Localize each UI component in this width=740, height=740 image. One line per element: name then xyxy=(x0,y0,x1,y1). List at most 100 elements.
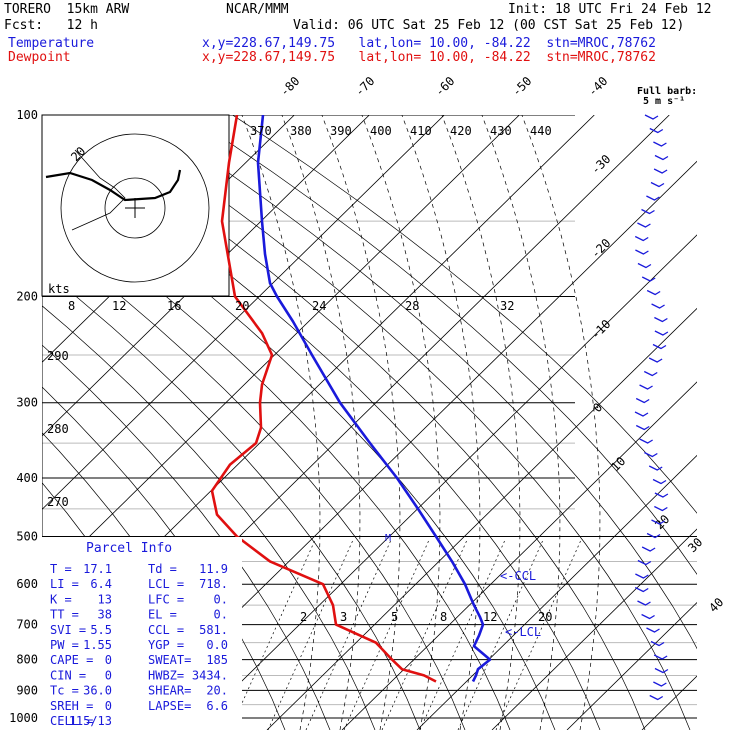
theta-label: 410 xyxy=(410,124,432,138)
parcel-cell: HWBZ= xyxy=(148,668,184,682)
wind-barb xyxy=(653,141,667,147)
moist-adiabat xyxy=(281,115,361,730)
parcel-cell: K = xyxy=(50,592,72,606)
parcel-cell: SWEAT= xyxy=(148,653,191,667)
parcel-cell: LAPSE= xyxy=(148,699,191,713)
wind-barb xyxy=(634,586,649,593)
parcel-cell: 13 xyxy=(98,592,112,606)
model-title: TORERO 15km ARW xyxy=(4,2,130,17)
wind-barb xyxy=(654,154,669,161)
isotherm-label: 40 xyxy=(706,595,726,615)
parcel-cell: 38 xyxy=(98,608,112,622)
parcel-cell: CAPE = xyxy=(50,653,93,667)
moist-adiabat xyxy=(481,115,561,730)
isotherm-line xyxy=(42,115,370,437)
mixing-ratio-label: 28 xyxy=(405,299,419,313)
wind-barb xyxy=(637,559,652,566)
wind-barb xyxy=(646,532,661,539)
isotherm-label: -60 xyxy=(432,74,457,99)
parcel-cell: 0 xyxy=(105,668,112,682)
wind-barb xyxy=(654,316,668,323)
parcel-cell: 3434. xyxy=(192,668,228,682)
wind-barb xyxy=(649,127,664,134)
wind-barb xyxy=(646,195,660,201)
wind-barb xyxy=(635,573,649,579)
parcel-cell: 6.4 xyxy=(90,577,112,591)
dewpoint-line xyxy=(210,115,437,683)
parcel-cell: SREH = xyxy=(50,699,93,713)
isotherm-label: -70 xyxy=(352,74,377,99)
wind-barb xyxy=(634,411,649,417)
mixing-ratio-label: 16 xyxy=(167,299,181,313)
wind-barb xyxy=(653,168,668,174)
parcel-cell: 0 xyxy=(105,699,112,713)
moist-adiabat xyxy=(521,115,601,730)
wind-barb xyxy=(654,667,669,674)
pressure-label: 300 xyxy=(16,396,38,410)
pressure-label: 900 xyxy=(16,683,38,697)
wind-barb xyxy=(639,438,653,444)
parcel-cell: 581. xyxy=(199,623,228,637)
isotherm-line xyxy=(191,234,697,730)
isotherm-label: -20 xyxy=(588,236,613,261)
wind-barb xyxy=(646,627,660,633)
location-dewpoint: x,y=228.67,149.75 lat,lon= 10.00, -84.22… xyxy=(202,50,656,65)
dry-adiabat xyxy=(42,305,376,730)
parcel-cell: LI = xyxy=(50,577,79,591)
hodograph-ring-inner xyxy=(104,177,166,239)
legend-temperature: Temperature xyxy=(8,36,95,51)
parcel-cell: 0. xyxy=(214,608,228,622)
isotherm-line xyxy=(266,307,697,730)
isotherm-line xyxy=(341,381,697,730)
wind-barb xyxy=(635,249,649,255)
parcel-cell: EL = xyxy=(148,608,177,622)
theta-label: 380 xyxy=(290,124,312,138)
temperature-line xyxy=(256,115,492,683)
parcel-cell: LCL = xyxy=(148,577,184,591)
mixing-ratio-label: 20 xyxy=(235,299,249,313)
legend-dewpoint: Dewpoint xyxy=(8,50,71,65)
hodograph-ring-outer xyxy=(60,133,210,283)
annotation-lcl: <-LCL xyxy=(505,625,541,639)
parcel-cell: 0 xyxy=(105,653,112,667)
wind-barb xyxy=(637,600,651,606)
isotherm-label: -50 xyxy=(509,74,534,99)
wind-barb xyxy=(644,114,659,120)
wind-barb xyxy=(654,505,668,512)
parcel-cell: PW = xyxy=(50,638,79,652)
parcel-cell: 20. xyxy=(206,684,228,698)
isotherm-line xyxy=(42,115,520,584)
mixing-ratio-line xyxy=(381,539,468,730)
wind-barb xyxy=(637,262,652,269)
pressure-label: 800 xyxy=(16,653,38,667)
wind-barb xyxy=(654,492,669,498)
wind-barb xyxy=(652,343,667,350)
wind-barb xyxy=(648,465,663,471)
wind-barbs xyxy=(634,114,669,701)
wind-barb xyxy=(650,181,665,188)
mixing-ratio-label: 3 xyxy=(340,610,347,624)
wind-barb xyxy=(643,370,658,377)
org-label: NCAR/MMM xyxy=(226,2,289,17)
dry-adiabat-label: 290 xyxy=(47,349,69,363)
dry-adiabat xyxy=(186,115,697,575)
isotherm-line xyxy=(42,115,445,510)
moist-adiabat xyxy=(241,115,321,730)
mixing-ratio-label: 24 xyxy=(312,299,326,313)
wind-barb xyxy=(653,681,667,687)
parcel-cell: SHEAR= xyxy=(148,684,191,698)
wind-barb xyxy=(649,694,664,701)
dry-adiabat xyxy=(42,268,421,730)
parcel-cell: 0.0 xyxy=(206,638,228,652)
init-time: Init: 18 UTC Fri 24 Feb 12 xyxy=(508,2,712,17)
pressure-label: 100 xyxy=(16,108,38,122)
isotherm-line xyxy=(416,454,697,730)
pressure-label: 500 xyxy=(16,529,38,543)
parcel-cell: SVI = xyxy=(50,623,86,637)
parcel-cell: 718. xyxy=(199,577,228,591)
isotherm-line xyxy=(717,115,740,730)
wind-barb xyxy=(641,276,656,282)
dry-adiabat xyxy=(231,115,697,514)
